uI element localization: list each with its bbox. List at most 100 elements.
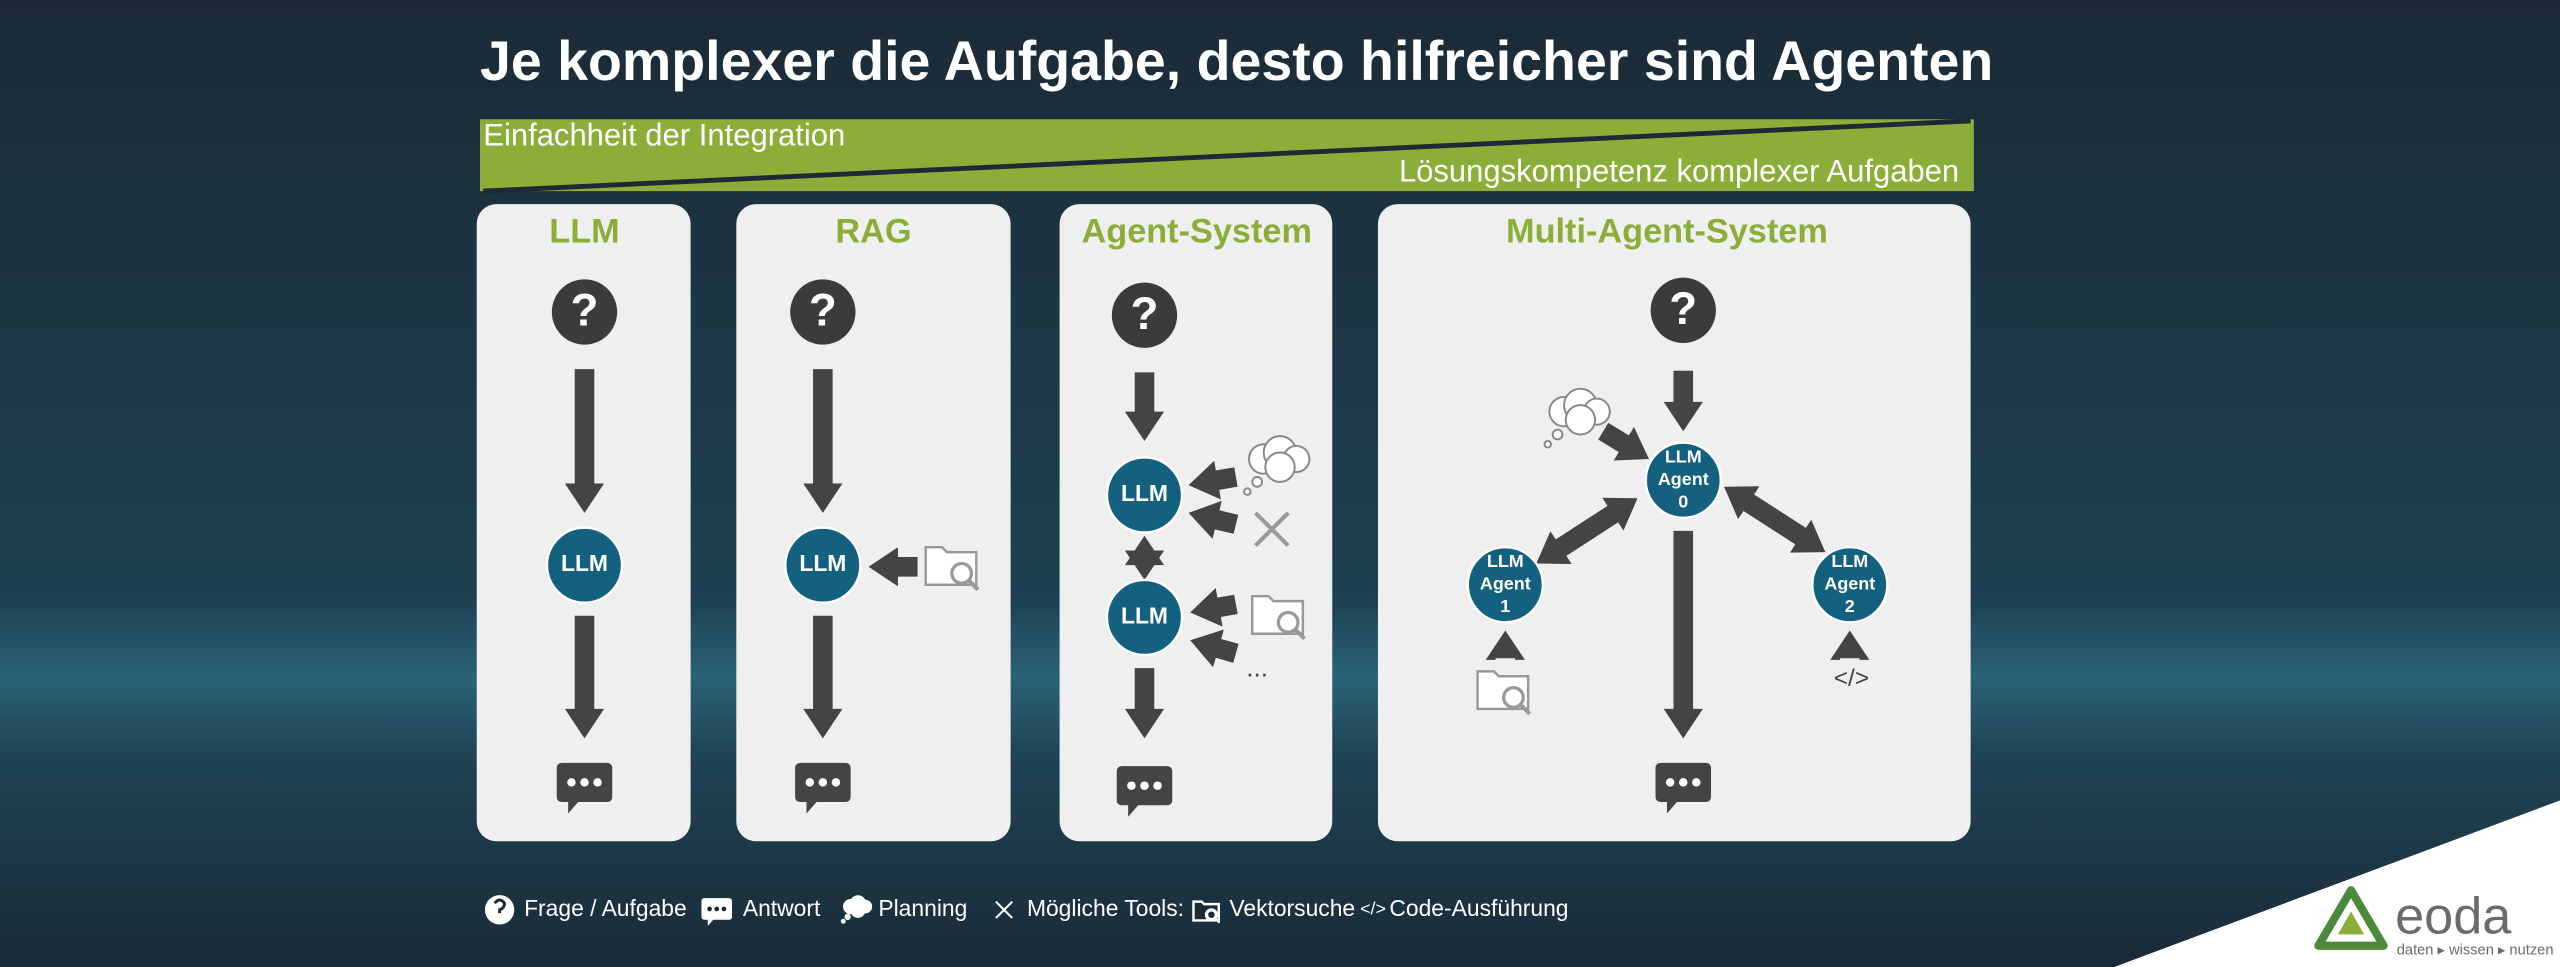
question-mark: ? [1131,288,1159,339]
node-label: LLM [1665,447,1702,467]
arrow [1663,530,1703,739]
arrow [1188,500,1239,539]
cloud-bubble [1543,440,1552,449]
legend-code-icon: </> [1360,899,1386,919]
tool-icon [1254,511,1290,548]
arrow [803,369,843,513]
panel [1059,204,1333,842]
chat-dot [580,778,589,787]
magnifier-handle [1213,917,1221,924]
magnifier-icon [1502,686,1525,709]
legend-question-glyph [493,898,506,914]
llm-node [784,526,862,604]
arrow [1663,370,1703,432]
logo-tagline: daten ▸ wissen ▸ nutzen [2397,943,2554,959]
arrow [1598,422,1649,461]
arrow [1190,629,1239,668]
legend-label: Planning [878,895,967,921]
legend-label: Code-Ausführung [1389,895,1568,921]
logo-mark-inner [2337,911,2365,935]
logo-mark [2314,886,2388,950]
node-label: 0 [1678,491,1688,511]
tool-icon [995,900,1013,919]
arrow [1536,497,1638,565]
node-label: Agent [1824,574,1875,594]
chat-tail [806,800,818,814]
chat-dot [707,906,712,912]
arrow [803,615,843,739]
chat-dot [1140,781,1149,790]
magnifier-icon [1276,610,1300,634]
llm-node [1466,545,1545,624]
panel [736,204,1011,842]
chat-dot [593,778,602,787]
chat-dot [1665,778,1675,787]
magnifier-icon [1204,908,1218,922]
llm-node [1105,456,1184,534]
llm-node [1811,545,1889,624]
node-label: LLM [1121,602,1168,628]
chat-tail [707,918,715,927]
legend-label: Mögliche Tools: [1027,895,1184,921]
cloud-bubble [1551,428,1564,441]
chat-dot [714,906,720,912]
arrow [1124,535,1165,580]
panel-title: Agent-System [1082,213,1312,251]
arrow [1190,588,1238,627]
chat-dot [1679,778,1688,787]
chat-tail [1128,803,1140,817]
magnifier-handle [1293,627,1306,641]
chat-dot [831,778,841,787]
node-label: LLM [1831,551,1868,571]
logo-name: eoda [2395,887,2512,945]
cloud-icon [850,902,866,918]
arrow [1724,486,1826,553]
chat-dot [805,778,815,787]
cloud-icon [1264,451,1296,483]
question-mark: ? [1669,283,1697,334]
legend-label: Antwort [743,895,821,921]
banner-divider [483,118,1971,194]
chat-dot [567,778,576,787]
llm-node [1644,441,1723,520]
arrow [1485,630,1525,660]
llm-node [545,526,624,604]
magnifier-handle [1518,702,1532,716]
question-icon [1650,277,1716,344]
question-mark: ? [571,285,599,336]
cloud-bubble [1243,487,1252,496]
chat-dot [818,778,828,787]
node-label: 1 [1500,596,1510,616]
arrow [1188,460,1238,500]
cloud-bubble [1251,475,1264,488]
panel-title: LLM [549,213,619,251]
node-label: LLM [561,550,608,576]
node-label: LLM [1487,551,1524,571]
cloud-bubble [844,913,851,921]
question-mark: ? [809,285,837,336]
legend-label: Frage / Aufgabe [524,895,687,921]
llm-node [1105,578,1184,657]
code-icon: </> [1834,665,1869,692]
arrow [1830,630,1870,660]
title: Je komplexer die Aufgabe, desto hilfreic… [480,30,1993,92]
cloud-icon [1564,404,1597,436]
question-icon [790,279,856,345]
question-icon [1111,282,1178,348]
magnifier-handle [966,578,980,592]
node-label: Agent [1658,469,1709,489]
magnifier-icon [950,561,974,585]
node-label: LLM [1121,480,1168,506]
more-ellipsis: ... [1246,653,1268,683]
banner-bottom: Lösungskompetenz komplexer Aufgaben [1399,153,1959,188]
node-label: LLM [799,550,846,576]
banner-top: Einfachheit der Integration [483,117,845,152]
panel-title: Multi-Agent-System [1506,213,1828,251]
node-label: 2 [1845,596,1855,616]
cloud-bubble [840,918,846,924]
panel-title: RAG [835,213,911,251]
chat-dot [1127,781,1136,790]
